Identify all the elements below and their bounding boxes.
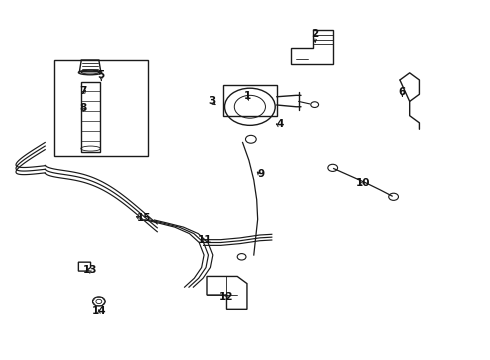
Text: 8: 8 bbox=[79, 103, 87, 113]
Text: 13: 13 bbox=[83, 265, 98, 275]
Text: 14: 14 bbox=[92, 306, 106, 316]
Text: 6: 6 bbox=[399, 87, 406, 97]
Text: 5: 5 bbox=[98, 70, 105, 80]
Text: 11: 11 bbox=[198, 235, 212, 245]
Text: 10: 10 bbox=[356, 178, 370, 188]
Bar bbox=[54, 60, 147, 156]
Text: 3: 3 bbox=[208, 96, 216, 106]
Text: 2: 2 bbox=[311, 28, 318, 39]
Text: 7: 7 bbox=[79, 86, 87, 96]
Text: 12: 12 bbox=[219, 292, 234, 302]
Text: 15: 15 bbox=[136, 213, 151, 223]
Text: 9: 9 bbox=[257, 169, 264, 179]
Text: 4: 4 bbox=[276, 119, 284, 129]
Text: 1: 1 bbox=[244, 91, 251, 101]
